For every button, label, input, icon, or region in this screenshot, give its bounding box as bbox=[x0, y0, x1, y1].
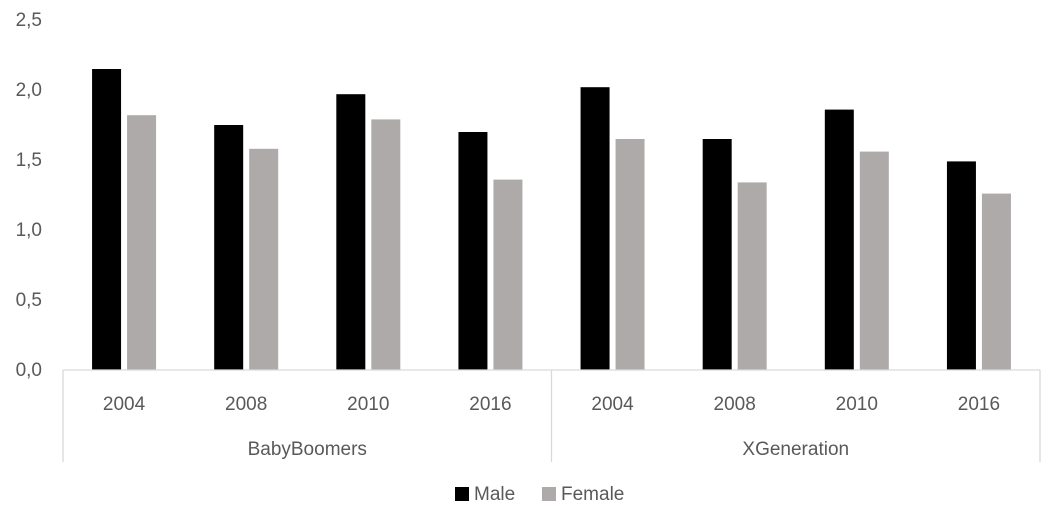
bars bbox=[92, 69, 1011, 371]
bar-male-babyboomers-2010 bbox=[336, 94, 366, 370]
x-tick-label: 2008 bbox=[225, 394, 267, 415]
bar-female-xgeneration-2008 bbox=[737, 182, 767, 370]
x-tick-label: 2004 bbox=[591, 394, 634, 415]
y-tick-label: 0,5 bbox=[16, 290, 42, 311]
legend: Male Female bbox=[455, 484, 624, 505]
bar-male-babyboomers-2004 bbox=[92, 69, 122, 370]
x-tick-label: 2016 bbox=[958, 394, 1000, 415]
x-axis-labels: 2004 2008 2010 2016 BabyBoomers 2004 2008 2010 2… bbox=[103, 394, 1000, 460]
bar-male-babyboomers-2016 bbox=[458, 132, 488, 370]
bar-male-xgeneration-2016 bbox=[946, 161, 976, 370]
bar-male-xgeneration-2010 bbox=[824, 109, 854, 370]
bar-female-xgeneration-2010 bbox=[859, 151, 889, 370]
y-tick-label: 2,5 bbox=[16, 10, 42, 31]
legend-swatch-female bbox=[542, 487, 556, 501]
y-tick-label: 1,5 bbox=[16, 150, 42, 171]
legend-label-male: Male bbox=[474, 484, 515, 505]
bar-female-babyboomers-2016 bbox=[493, 179, 523, 370]
bar-male-xgeneration-2004 bbox=[580, 87, 610, 370]
x-tick-label: 2004 bbox=[103, 394, 146, 415]
x-tick-label: 2010 bbox=[347, 394, 389, 415]
x-axis bbox=[62, 369, 1041, 462]
y-tick-label: 0,0 bbox=[16, 360, 42, 381]
bar-male-xgeneration-2008 bbox=[702, 139, 732, 370]
y-tick-label: 1,0 bbox=[16, 220, 42, 241]
bar-female-babyboomers-2008 bbox=[249, 148, 279, 370]
legend-label-female: Female bbox=[561, 484, 624, 505]
bar-female-babyboomers-2010 bbox=[371, 119, 401, 371]
x-tick-label: 2010 bbox=[836, 394, 878, 415]
y-tick-label: 2,0 bbox=[16, 80, 42, 101]
group-label: XGeneration bbox=[742, 439, 849, 460]
x-tick-label: 2016 bbox=[469, 394, 511, 415]
y-axis-ticks: 0,0 0,5 1,0 1,5 2,0 2,5 bbox=[16, 10, 42, 381]
legend-swatch-male bbox=[455, 487, 469, 501]
bar-female-xgeneration-2004 bbox=[615, 139, 645, 370]
bar-female-xgeneration-2016 bbox=[981, 193, 1011, 370]
group-label: BabyBoomers bbox=[248, 439, 367, 460]
bar-male-babyboomers-2008 bbox=[214, 125, 244, 370]
bar-female-babyboomers-2004 bbox=[127, 115, 157, 370]
x-tick-label: 2008 bbox=[714, 394, 756, 415]
